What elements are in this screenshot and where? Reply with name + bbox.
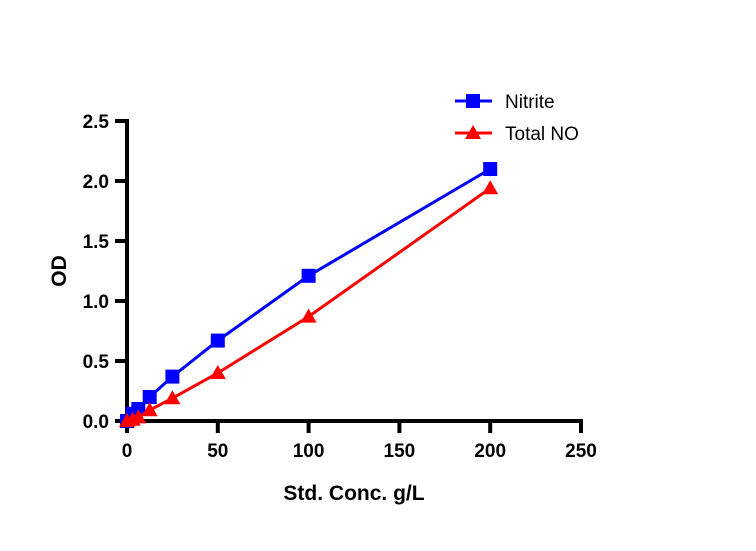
series-layer — [119, 162, 499, 428]
series-total-no — [119, 180, 499, 427]
data-point — [141, 402, 158, 417]
legend-label: Nitrite — [505, 92, 555, 113]
data-point — [164, 390, 181, 405]
y-axis-label: OD — [48, 255, 71, 287]
y-tick-label: 2.5 — [83, 112, 110, 133]
data-point — [210, 333, 225, 348]
axes: 0 50 100 150 200 250 0.0 0.5 1.0 1.5 2.0 2.5 — [83, 112, 597, 462]
legend-marker — [466, 94, 480, 108]
legend-marker — [465, 125, 481, 139]
legend-item: Nitrite — [455, 92, 555, 113]
x-tick-label: 250 — [565, 441, 597, 462]
data-point — [300, 308, 317, 323]
y-tick-label: 0.5 — [83, 352, 110, 373]
legend: Nitrite Total NO — [455, 92, 579, 145]
data-point — [483, 162, 498, 176]
y-tick-label: 2.0 — [83, 172, 109, 193]
series-line — [125, 167, 491, 422]
x-tick-label: 0 — [122, 441, 133, 462]
series-nitrite — [120, 162, 498, 428]
x-axis-label: Std. Conc. g/L — [283, 482, 424, 505]
data-point — [301, 268, 316, 283]
x-tick-label: 100 — [293, 441, 325, 462]
y-tick-label: 1.5 — [83, 232, 110, 253]
x-tick-label: 50 — [207, 441, 228, 462]
data-point — [165, 369, 180, 384]
x-tick-label: 200 — [474, 441, 506, 462]
y-tick-label: 0.0 — [83, 412, 109, 433]
data-point — [482, 180, 499, 195]
legend-item: Total NO — [455, 124, 579, 145]
y-tick-label: 1.0 — [83, 292, 109, 313]
data-point — [131, 402, 146, 416]
legend-label: Total NO — [505, 124, 579, 145]
series-line — [126, 186, 492, 423]
data-point — [209, 365, 226, 379]
data-point — [130, 409, 147, 424]
x-tick-label: 150 — [384, 441, 416, 462]
data-point — [142, 390, 157, 404]
